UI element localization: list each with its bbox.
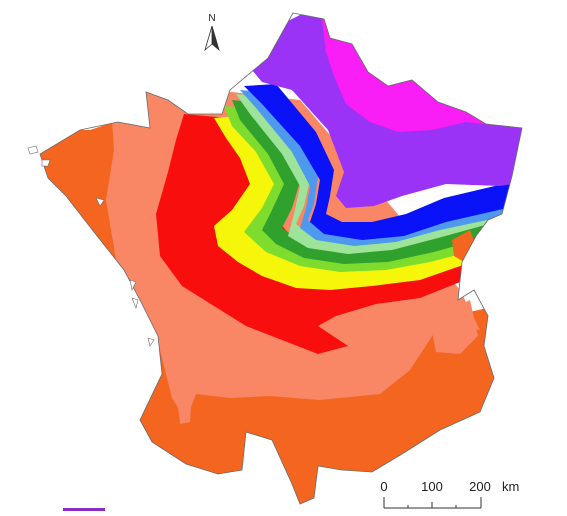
scale-unit: km	[502, 479, 519, 494]
north-label: N	[208, 13, 215, 24]
zone-salmon-sw	[176, 388, 192, 424]
scale-line	[383, 497, 482, 509]
scale-bar: 0 100 200 km	[380, 479, 519, 509]
zone-salmon-east	[430, 300, 478, 354]
zone-blue	[244, 84, 520, 240]
zone-red	[156, 114, 470, 354]
zone-magenta	[322, 13, 522, 132]
north-arrow-icon	[211, 25, 220, 52]
zone-blue-light	[240, 90, 510, 246]
scale-label-200: 200	[469, 479, 491, 494]
scale-label-100: 100	[421, 479, 443, 494]
coastal-islands	[27, 145, 155, 347]
scale-label-0: 0	[380, 479, 387, 494]
legend-swatch	[63, 508, 105, 511]
france-outline	[39, 12, 523, 505]
zone-orange-west	[40, 120, 120, 230]
north-arrow: N	[204, 13, 220, 52]
